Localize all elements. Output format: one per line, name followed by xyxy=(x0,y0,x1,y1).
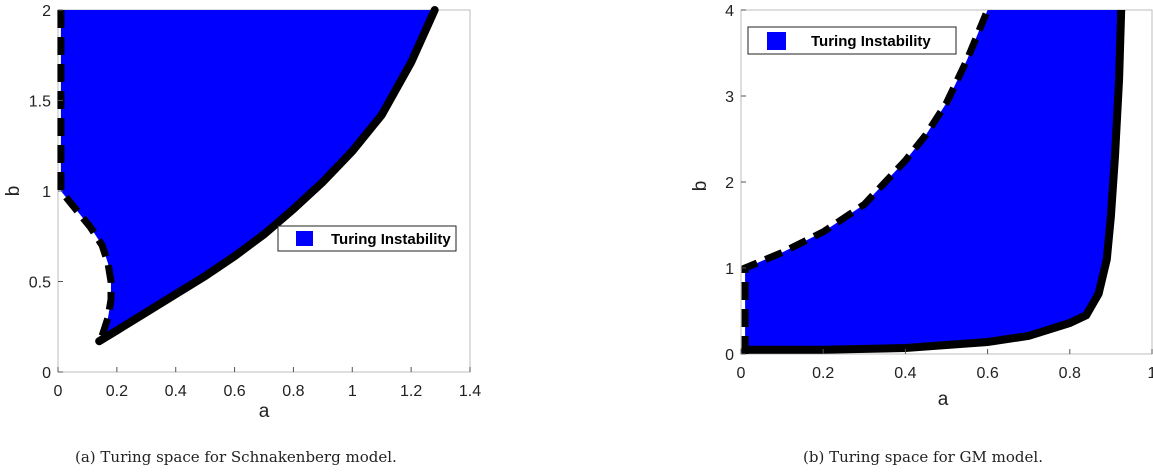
y-tick-label: 2 xyxy=(42,3,51,20)
legend-swatch-a xyxy=(296,231,313,246)
x-ticks-a: 0 0.2 0.4 0.6 0.8 1 1.2 1.4 xyxy=(54,367,481,400)
legend-box-a xyxy=(277,225,457,252)
x-tick-label: 1.2 xyxy=(400,383,422,400)
x-tick-label: 0.8 xyxy=(1059,365,1081,382)
x-axis-label-a: a xyxy=(259,401,270,422)
boundary-solid-b xyxy=(741,10,1126,354)
x-tick-label: 0.4 xyxy=(165,383,187,400)
legend-label-a: Turing Instability xyxy=(331,231,451,248)
y-tick-label: 2 xyxy=(725,175,734,192)
y-axis-label-a: b xyxy=(3,186,24,197)
y-tick-label: 0.5 xyxy=(29,275,51,292)
y-tick-label: 4 xyxy=(725,3,734,20)
y-tick-label: 1 xyxy=(725,261,734,278)
y-tick-label: 1.5 xyxy=(29,94,51,111)
x-tick-label: 1 xyxy=(1148,365,1153,382)
boundary-dashed-b xyxy=(741,10,991,354)
y-tick-label: 0 xyxy=(725,347,734,364)
caption-a: (a) Turing space for Schnakenberg model. xyxy=(75,448,397,466)
panel-schnakenberg: 0 0.2 0.4 0.6 0.8 1 1.2 1.4 0 0.5 1 1.5 2 a b Turin… xyxy=(3,3,481,422)
x-tick-label: 0 xyxy=(54,383,63,400)
x-tick-label: 1 xyxy=(348,383,357,400)
panel-gm: 0 0.2 0.4 0.6 0.8 1 0 1 2 3 4 a b Turing Instabil… xyxy=(690,3,1153,410)
legend-label-b: Turing Instability xyxy=(811,33,931,50)
x-ticks-b: 0 0.2 0.4 0.6 0.8 1 xyxy=(737,349,1153,382)
x-tick-label: 0.2 xyxy=(106,383,128,400)
x-axis-label-b: a xyxy=(938,389,949,410)
x-tick-label: 0.6 xyxy=(976,365,998,382)
legend-a: Turing Instability xyxy=(277,225,457,252)
legend-b: Turing Instability xyxy=(747,26,957,55)
x-tick-label: 1.4 xyxy=(459,383,481,400)
y-axis-label-b: b xyxy=(690,181,711,192)
boundary-solid-a xyxy=(95,6,439,346)
x-tick-label: 0 xyxy=(737,365,746,382)
legend-swatch-b xyxy=(767,32,786,50)
y-ticks-b: 0 1 2 3 4 xyxy=(725,3,746,364)
turing-region-b xyxy=(745,10,1122,354)
x-tick-label: 0.6 xyxy=(223,383,245,400)
caption-b: (b) Turing space for GM model. xyxy=(803,448,1043,466)
y-tick-label: 0 xyxy=(42,365,51,382)
x-tick-label: 0.4 xyxy=(894,365,916,382)
y-ticks-a: 0 0.5 1 1.5 2 xyxy=(29,3,63,382)
x-tick-label: 0.8 xyxy=(282,383,304,400)
boundary-dashed-a xyxy=(57,10,115,343)
y-tick-label: 3 xyxy=(725,89,734,106)
x-tick-label: 0.2 xyxy=(812,365,834,382)
turing-region-a xyxy=(60,10,435,342)
y-tick-label: 1 xyxy=(42,184,51,201)
